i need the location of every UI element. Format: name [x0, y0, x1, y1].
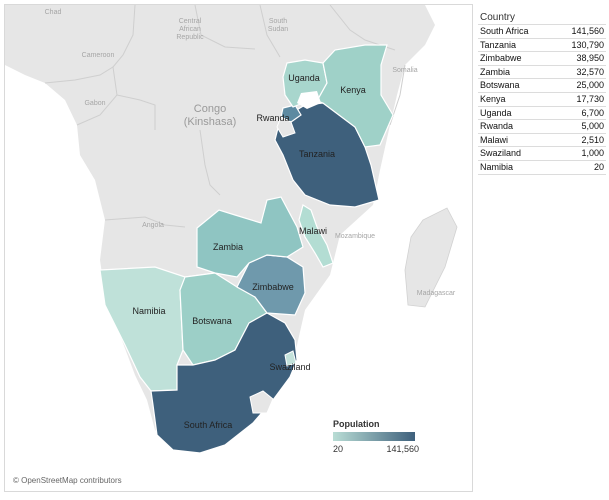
- cell-country: Swaziland: [480, 148, 522, 159]
- madagascar-shape: [404, 207, 458, 308]
- label-angola: Angola: [142, 222, 164, 229]
- region-zambia[interactable]: [196, 196, 304, 278]
- label-south-sudan-1: South: [269, 18, 287, 25]
- cell-country: Botswana: [480, 80, 520, 91]
- table-row[interactable]: Botswana 25,000: [478, 78, 606, 92]
- cell-value: 1,000: [581, 148, 604, 159]
- table-row[interactable]: Malawi 2,510: [478, 132, 606, 147]
- region-burundi: [276, 116, 296, 138]
- table-body: South Africa 141,560 Tanzania 130,790 Zimb…: [478, 24, 606, 175]
- label-gabon: Gabon: [84, 100, 105, 107]
- ocean: [5, 5, 472, 491]
- label-botswana: Botswana: [192, 316, 232, 326]
- cell-country: Rwanda: [480, 121, 514, 132]
- label-uganda: Uganda: [288, 73, 320, 83]
- label-rwanda: Rwanda: [256, 113, 289, 123]
- cell-value: 2,510: [581, 134, 604, 145]
- label-south-sudan-2: Sudan: [268, 26, 288, 33]
- label-swaziland: Swaziland: [269, 362, 310, 372]
- label-zimbabwe: Zimbabwe: [252, 282, 294, 292]
- cell-value: 38,950: [576, 53, 604, 64]
- table-header-country[interactable]: Country: [480, 12, 516, 23]
- cell-value: 130,790: [571, 39, 604, 50]
- cell-country: Namibia: [480, 161, 514, 172]
- map-attribution[interactable]: © OpenStreetMap contributors: [13, 476, 122, 485]
- cell-country: Malawi: [480, 134, 509, 145]
- table-row[interactable]: Uganda 6,700: [478, 105, 606, 120]
- cell-value: 5,000: [581, 121, 604, 132]
- label-madagascar: Madagascar: [417, 290, 456, 297]
- label-somalia: Somalia: [392, 67, 417, 74]
- color-legend: Population 20 141,560: [333, 419, 433, 454]
- legend-max: 141,560: [386, 444, 419, 454]
- region-south-africa[interactable]: [150, 312, 298, 454]
- label-cameroon: Cameroon: [82, 52, 115, 59]
- cell-country: Tanzania: [480, 39, 517, 50]
- label-zambia: Zambia: [213, 242, 243, 252]
- cell-value: 17,730: [576, 93, 604, 104]
- cell-country: Uganda: [480, 107, 512, 118]
- label-car-2: African: [179, 26, 201, 33]
- label-tanzania: Tanzania: [299, 149, 335, 159]
- table-row[interactable]: Zimbabwe 38,950: [478, 51, 606, 65]
- cell-value: 25,000: [576, 80, 604, 91]
- table-row[interactable]: Tanzania 130,790: [478, 37, 606, 52]
- cell-country: South Africa: [480, 26, 529, 36]
- cell-value: 32,570: [576, 66, 604, 77]
- label-malawi: Malawi: [299, 226, 327, 236]
- label-kenya: Kenya: [340, 85, 366, 95]
- table-row[interactable]: South Africa 141,560: [478, 24, 606, 38]
- table-row[interactable]: Namibia 20: [478, 159, 606, 175]
- legend-color-ramp: [333, 432, 415, 441]
- cell-country: Zambia: [480, 66, 511, 77]
- cell-value: 20: [593, 161, 604, 172]
- country-table: Country South Africa 141,560 Tanzania 130,…: [478, 11, 606, 175]
- table-row[interactable]: Rwanda 5,000: [478, 119, 606, 133]
- map-view[interactable]: Chad Central African Republic South Suda…: [4, 4, 473, 492]
- cell-country: Kenya: [480, 93, 506, 104]
- cell-value: 141,560: [571, 26, 604, 36]
- region-swaziland[interactable]: [284, 350, 297, 367]
- legend-title: Population: [333, 419, 380, 429]
- cell-value: 6,700: [581, 107, 604, 118]
- label-south-africa: South Africa: [184, 420, 233, 430]
- lake-victoria: [297, 91, 321, 109]
- table-row[interactable]: Swaziland 1,000: [478, 146, 606, 160]
- region-malawi[interactable]: [298, 204, 334, 268]
- label-mozambique: Mozambique: [335, 233, 375, 240]
- label-congo-1: Congo: [194, 103, 226, 115]
- legend-min: 20: [333, 444, 344, 454]
- map-canvas[interactable]: Chad Central African Republic South Suda…: [5, 5, 473, 492]
- legend-range: 20 141,560: [333, 444, 419, 454]
- label-namibia: Namibia: [132, 306, 165, 316]
- label-chad: Chad: [45, 9, 62, 16]
- region-lesotho: [249, 390, 274, 414]
- table-row[interactable]: Kenya 17,730: [478, 91, 606, 106]
- label-car-1: Central: [179, 18, 202, 25]
- label-congo-2: (Kinshasa): [184, 116, 237, 128]
- table-row[interactable]: Zambia 32,570: [478, 64, 606, 79]
- label-car-3: Republic: [176, 34, 204, 41]
- cell-country: Zimbabwe: [480, 53, 522, 64]
